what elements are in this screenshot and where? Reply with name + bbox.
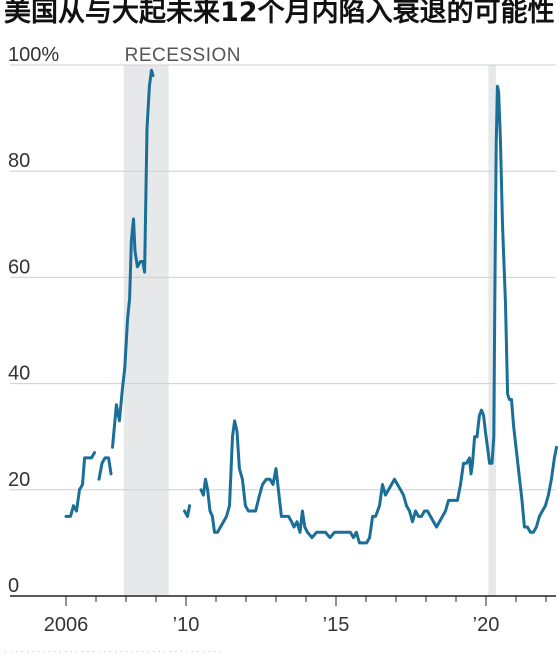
y-gridlines <box>10 64 556 491</box>
x-tick-label-2020: ’20 <box>473 614 500 636</box>
y-tick-label-40: 40 <box>8 363 30 385</box>
y-tick-label-0: 0 <box>8 575 19 597</box>
series-line-segment-0 <box>64 451 96 518</box>
series-line-segment-2 <box>111 68 155 449</box>
recession-label: RECESSION <box>125 45 241 66</box>
recession-bands: RECESSION <box>123 45 496 596</box>
y-axis-ticks: 100% 80 60 40 20 0 <box>8 44 59 597</box>
y-tick-label-20: 20 <box>8 469 30 491</box>
series-line-segment-1 <box>97 456 113 481</box>
y-tick-label-100: 100% <box>8 44 59 66</box>
source-note: · · · · · · · · · · · · · · · · · · · · … <box>4 646 222 654</box>
x-tick-label-2006: 2006 <box>44 614 89 636</box>
chart-title: 美国从与大起未来12个月内陷入衰退的可能性 <box>4 0 555 28</box>
x-tick-label-2010: ’10 <box>173 614 200 636</box>
x-tick-label-2015: ’15 <box>323 614 350 636</box>
series-line-segment-4 <box>199 84 558 545</box>
probability-series <box>64 68 558 545</box>
y-tick-label-80: 80 <box>8 150 30 172</box>
series-line-segment-3 <box>183 504 192 518</box>
y-tick-label-60: 60 <box>8 256 30 278</box>
recession-band-1 <box>488 65 496 596</box>
x-axis: 2006 ’10 ’15 ’20 <box>10 595 556 636</box>
